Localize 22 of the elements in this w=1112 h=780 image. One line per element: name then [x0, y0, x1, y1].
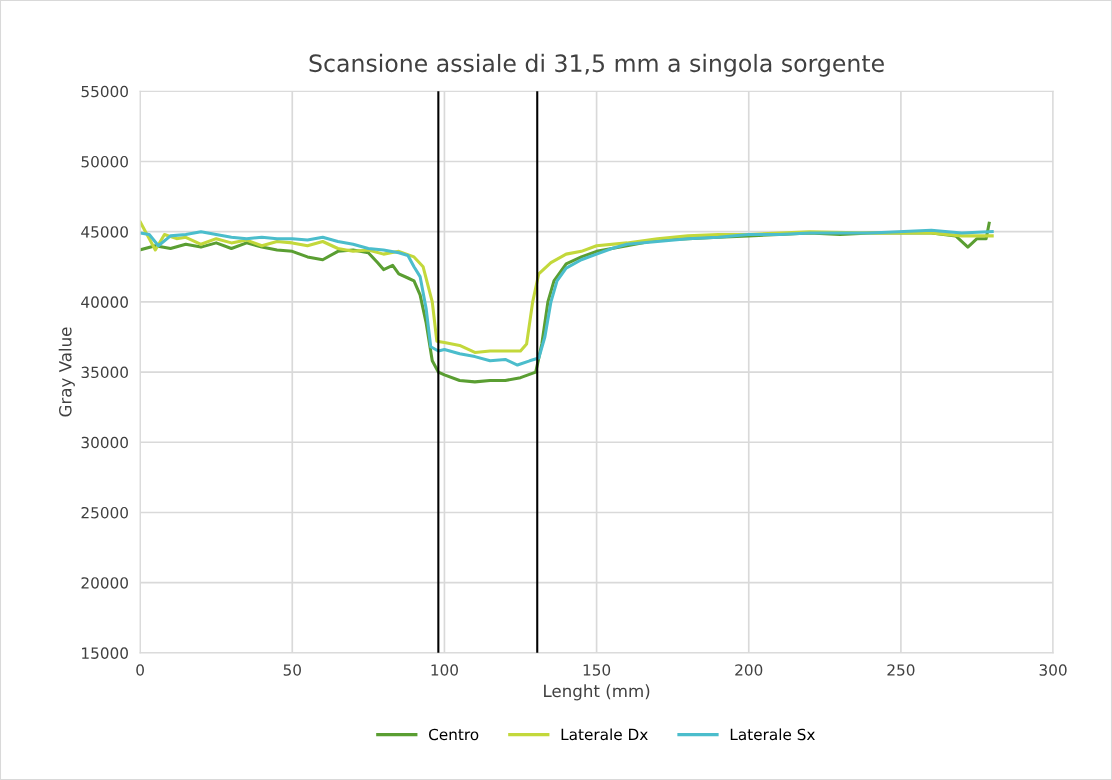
y-tick-label: 25000 [81, 506, 128, 519]
y-tick-label: 50000 [81, 155, 128, 168]
x-axis-title: Lenght (mm) [544, 684, 650, 701]
y-tick-label: 15000 [82, 647, 128, 659]
y-tick-label: 35000 [81, 366, 128, 379]
legend-label: Laterale Sx [730, 728, 815, 741]
y-tick-label: 20000 [81, 577, 128, 589]
x-tick-label: 200 [735, 664, 763, 676]
y-tick-label: 45000 [81, 226, 128, 238]
x-tick-label: 100 [431, 664, 458, 676]
chart-title: Scansione assiale di 31,5 mm a singola sorgente [309, 53, 884, 77]
x-tick-label: 0 [136, 664, 144, 676]
y-tick-label: 55000 [81, 85, 128, 98]
x-tick-label: 50 [283, 664, 301, 676]
legend-label: Centro [428, 728, 479, 741]
y-axis-title: Gray Value [58, 327, 75, 417]
x-tick-label: 250 [887, 664, 915, 676]
x-tick-label: 300 [1039, 664, 1067, 676]
x-tick-label: 150 [583, 664, 611, 676]
legend-label: Laterale Dx [561, 728, 648, 741]
y-tick-label: 30000 [81, 436, 128, 449]
y-tick-label: 40000 [81, 296, 128, 308]
